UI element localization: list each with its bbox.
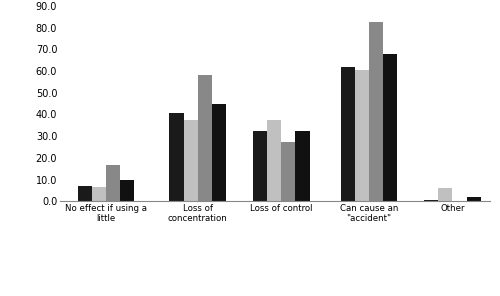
Bar xyxy=(424,200,438,201)
Bar xyxy=(369,22,383,201)
Bar xyxy=(383,54,398,201)
Bar xyxy=(438,188,452,201)
Bar xyxy=(106,165,120,201)
Bar xyxy=(354,70,369,201)
Bar xyxy=(184,120,198,201)
Bar xyxy=(198,75,212,201)
Bar xyxy=(78,186,92,201)
Bar xyxy=(170,113,183,201)
Bar xyxy=(296,131,310,201)
Bar xyxy=(466,197,481,201)
Bar xyxy=(340,67,354,201)
Bar xyxy=(267,120,281,201)
Bar xyxy=(92,187,106,201)
Bar xyxy=(253,131,267,201)
Bar xyxy=(120,180,134,201)
Bar xyxy=(282,141,296,201)
Bar xyxy=(212,104,226,201)
